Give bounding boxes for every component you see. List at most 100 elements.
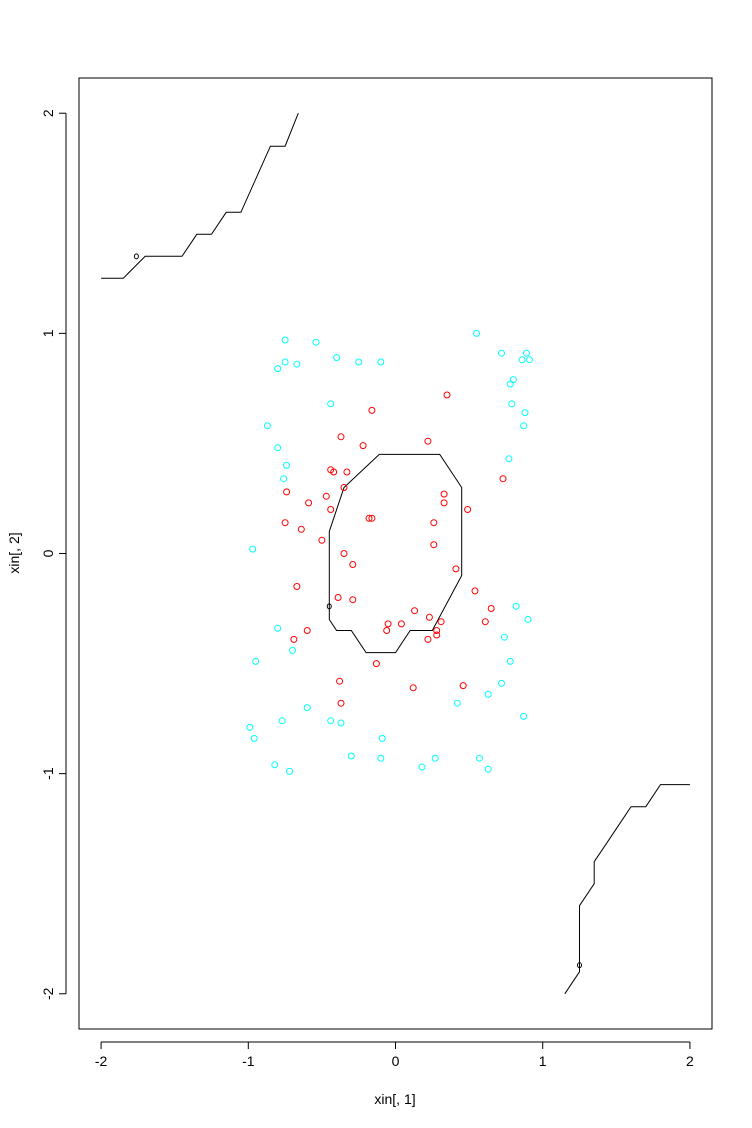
point-class-b-42 [378, 734, 386, 742]
x-tick-label-1: -1 [242, 1053, 255, 1069]
point-class-a-28 [471, 587, 479, 595]
point-class-b-11 [293, 360, 301, 368]
point-class-b-10 [355, 358, 363, 366]
contour-line-2 [564, 784, 690, 995]
point-class-b-2 [312, 338, 320, 346]
point-class-b-9 [377, 358, 385, 366]
point-class-a-44 [372, 660, 380, 668]
point-class-a-36 [397, 620, 405, 628]
x-axis: -2 -1 0 1 2 [95, 1041, 694, 1069]
point-class-a-14 [440, 499, 448, 507]
point-class-b-39 [337, 719, 345, 727]
y-axis: -2 -1 0 1 2 [40, 109, 67, 1000]
point-class-a-6 [330, 468, 338, 476]
point-class-b-13 [509, 376, 517, 384]
point-class-a-42 [290, 635, 298, 643]
plot-frame [78, 77, 713, 1030]
point-class-a-37 [384, 620, 392, 628]
point-class-b-29 [289, 646, 296, 654]
point-class-a-45 [336, 677, 344, 685]
point-class-b-14 [506, 380, 514, 388]
point-class-a-19 [281, 519, 289, 527]
point-class-a-12 [322, 492, 330, 500]
point-class-b-8 [281, 358, 289, 366]
point-class-a-16 [464, 506, 472, 513]
point-class-a-21 [297, 525, 305, 533]
point-class-b-47 [271, 761, 279, 769]
point-class-a-40 [433, 627, 441, 634]
point-class-a-38 [383, 627, 391, 634]
point-class-b-40 [246, 723, 254, 731]
point-class-b-27 [274, 624, 282, 632]
point-class-a-13 [305, 499, 313, 507]
point-class-a-39 [303, 627, 311, 634]
point-class-b-31 [506, 657, 514, 665]
point-class-a-3 [424, 437, 432, 445]
point-class-b-21 [505, 455, 513, 463]
y-tick-label-4: 2 [40, 109, 56, 117]
point-class-b-45 [475, 754, 483, 762]
point-class-b-48 [418, 763, 426, 771]
point-class-b-30 [252, 657, 260, 665]
point-class-b-5 [333, 354, 341, 362]
point-class-a-27 [293, 583, 301, 590]
point-class-a-8 [499, 475, 507, 483]
point-class-b-4 [523, 349, 530, 357]
point-class-a-20 [430, 519, 438, 527]
contour-line-0 [328, 453, 463, 654]
point-class-a-9 [340, 484, 348, 491]
point-class-a-2 [337, 433, 345, 441]
point-class-a-17 [365, 514, 373, 522]
x-tick-label-3: 1 [539, 1053, 547, 1069]
x-axis-label: xin[, 1] [374, 1091, 415, 1107]
point-class-a-10 [283, 488, 291, 496]
point-class-b-23 [280, 475, 288, 483]
point-class-a-41 [433, 631, 441, 639]
point-class-b-50 [286, 767, 293, 775]
point-class-b-46 [377, 754, 385, 762]
contour-label-mark-2 [577, 962, 583, 969]
point-class-a-33 [425, 613, 433, 621]
x-tick-label-4: 2 [686, 1053, 694, 1069]
point-class-b-3 [498, 349, 505, 357]
point-class-a-24 [340, 550, 348, 557]
point-class-b-41 [250, 734, 258, 742]
x-tick-label-2: 0 [392, 1053, 400, 1069]
point-class-a-18 [368, 514, 376, 522]
point-class-a-25 [349, 561, 357, 568]
point-class-b-34 [453, 699, 461, 707]
point-class-b-33 [484, 690, 492, 698]
point-class-b-43 [347, 752, 355, 760]
point-class-a-32 [411, 607, 419, 615]
point-class-b-25 [512, 602, 520, 610]
point-class-a-30 [349, 596, 357, 604]
point-class-a-34 [437, 618, 445, 626]
point-class-a-4 [359, 442, 367, 450]
point-class-b-19 [520, 422, 528, 430]
point-class-a-46 [459, 682, 467, 690]
point-class-b-1 [281, 336, 289, 344]
point-class-b-16 [327, 400, 335, 408]
contour-label-mark-0 [133, 253, 139, 260]
point-class-a-31 [487, 605, 495, 612]
point-class-a-47 [409, 684, 417, 692]
point-class-b-12 [274, 365, 282, 373]
contour-label-mark-1 [326, 603, 332, 610]
point-class-a-22 [318, 536, 326, 544]
point-class-b-15 [508, 400, 516, 408]
point-class-a-15 [327, 506, 335, 513]
y-tick-label-0: -2 [40, 987, 56, 1000]
point-class-a-23 [430, 541, 438, 549]
decision-boundary-contours [101, 113, 690, 995]
point-class-a-11 [440, 490, 448, 498]
point-class-b-0 [473, 329, 480, 337]
point-class-a-7 [343, 468, 351, 476]
point-class-b-28 [500, 633, 508, 641]
point-class-b-18 [263, 422, 271, 430]
point-class-a-1 [368, 406, 376, 414]
point-class-a-43 [424, 635, 432, 643]
point-class-b-38 [278, 717, 286, 725]
y-tick-label-3: 1 [40, 329, 56, 337]
point-class-b-7 [526, 356, 533, 364]
